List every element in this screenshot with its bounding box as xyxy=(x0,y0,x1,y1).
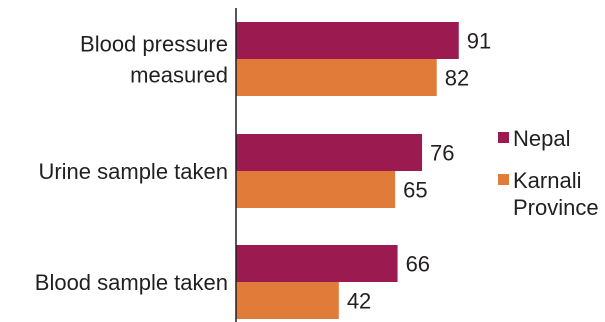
legend-label: Nepal xyxy=(513,126,570,151)
category-label: Blood sample taken xyxy=(35,270,228,295)
bar-karnali-province-1 xyxy=(236,171,396,208)
legend-label: Province xyxy=(513,195,599,220)
category-label: Blood pressure xyxy=(80,32,228,57)
legend-label: Karnali xyxy=(513,168,581,193)
data-label: 76 xyxy=(430,141,454,166)
data-label: 42 xyxy=(347,289,371,314)
legend-swatch-karnali-province xyxy=(498,174,509,185)
category-label: measured xyxy=(130,63,228,88)
data-label: 66 xyxy=(406,252,430,277)
bar-karnali-province-2 xyxy=(236,282,339,319)
data-label: 91 xyxy=(467,29,491,54)
bar-nepal-1 xyxy=(236,134,423,171)
bar-karnali-province-0 xyxy=(236,59,437,96)
data-label: 65 xyxy=(403,178,427,203)
legend-swatch-nepal xyxy=(498,132,509,143)
data-label: 82 xyxy=(445,66,469,91)
bar-nepal-0 xyxy=(236,22,459,59)
category-label: Urine sample taken xyxy=(38,159,228,184)
bar-nepal-2 xyxy=(236,245,398,282)
